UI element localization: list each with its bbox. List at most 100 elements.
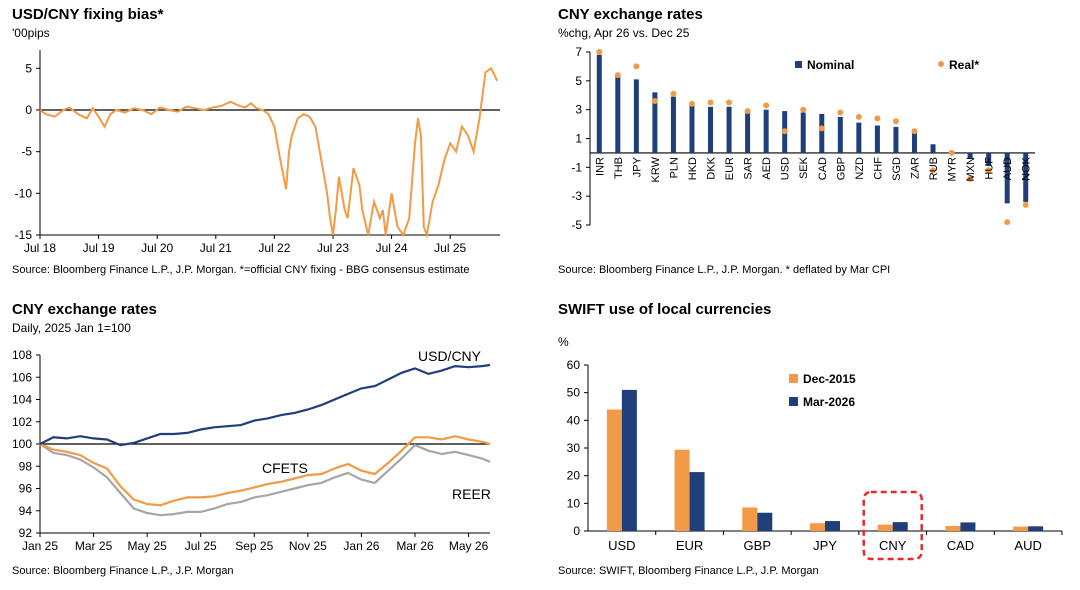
y-tick-label: 94 [19, 504, 33, 518]
usdcny-annotation: USD/CNY [418, 348, 482, 364]
legend-dec2015-swatch [789, 374, 798, 383]
dec2015-bar [742, 507, 758, 531]
dec2015-bar [1013, 526, 1029, 531]
chart-title: SWIFT use of local currencies [558, 301, 772, 318]
x-tick-label: Jan 26 [343, 539, 379, 553]
y-tick-label: 0 [573, 524, 580, 538]
y-tick-label: 20 [567, 469, 581, 483]
y-tick-label: 10 [567, 496, 581, 510]
real-dot [726, 99, 733, 106]
mar2026-bar [960, 522, 976, 531]
chart-source: Source: Bloomberg Finance L.P., J.P. Mor… [12, 264, 470, 276]
real-dot [651, 98, 658, 105]
y-tick-label: 100 [12, 437, 32, 451]
real-dot [781, 128, 788, 135]
cfets-line [39, 435, 491, 507]
chart-source: Source: SWIFT, Bloomberg Finance L.P., J… [558, 565, 819, 577]
x-tick-label: Jul 25 [185, 539, 217, 553]
reer-annotation: REER [452, 486, 491, 502]
y-tick-label: 3 [575, 103, 582, 117]
nominal-bar [874, 125, 880, 153]
y-tick-label: 108 [12, 348, 32, 362]
real-dot [1004, 219, 1011, 226]
x-tick-label: Jul 22 [258, 241, 290, 255]
category-label: AUD [1002, 157, 1014, 180]
real-dot [744, 108, 751, 115]
category-label: AED [761, 157, 773, 180]
category-label: NZD [854, 157, 866, 180]
y-tick-label: 5 [25, 61, 32, 75]
y-tick-label: -15 [15, 228, 33, 242]
real-dot [874, 115, 881, 122]
real-dot [670, 90, 677, 97]
nominal-bar [986, 152, 992, 166]
real-dot [1022, 201, 1029, 208]
nominal-bar [652, 92, 658, 153]
nominal-bar [1004, 152, 1010, 204]
nominal-bar [615, 76, 621, 153]
chart-source: Source: Bloomberg Finance L.P., J.P. Mor… [558, 264, 891, 276]
x-tick-label: Sep 25 [235, 539, 273, 553]
legend-dec2015-label: Dec-2015 [803, 372, 856, 386]
y-tick-label: 106 [12, 370, 32, 384]
category-label: JPY [813, 538, 837, 553]
mar2026-bar [1028, 526, 1044, 531]
legend-mar2026-swatch [789, 397, 798, 406]
nominal-bar [708, 106, 714, 153]
dec2015-bar [810, 523, 825, 531]
x-tick-label: Mar 25 [75, 539, 113, 553]
category-label: AUD [1014, 538, 1041, 553]
fixing-bias-line [39, 66, 499, 239]
y-tick-label: -5 [21, 145, 32, 159]
y-tick-label: 30 [567, 441, 581, 455]
category-label: USD [780, 157, 792, 180]
category-label: CHF [872, 157, 884, 180]
x-tick-label: Mar 26 [396, 539, 434, 553]
y-tick-label: 40 [567, 413, 581, 427]
y-tick-label: 0 [25, 103, 32, 117]
legend-nominal-label: Nominal [807, 58, 854, 72]
category-label: CNY [879, 538, 907, 553]
mar2026-bar [621, 389, 637, 531]
category-label: USD [608, 538, 635, 553]
nominal-bar [633, 79, 639, 153]
category-label: NOK [1021, 156, 1033, 181]
nominal-bar [893, 126, 899, 153]
x-tick-label: Nov 25 [289, 539, 327, 553]
mar2026-bar [825, 521, 840, 531]
cny-index-chart-panel: CNY exchange rates Daily, 2025 Jan 1=100… [0, 295, 540, 590]
y-tick-label: 50 [567, 386, 581, 400]
mar2026-bar [689, 472, 705, 531]
category-label: CAD [947, 538, 974, 553]
category-label: KRW [650, 156, 662, 182]
nominal-bar [967, 152, 973, 159]
category-label: DKK [706, 156, 718, 179]
y-tick-label: 96 [19, 482, 33, 496]
x-tick-label: Jul 23 [317, 241, 349, 255]
swift-plot: 60 50 40 30 20 10 0 USD EUR GBP JPY CNY CAD AUD Dec-20… [567, 358, 1063, 561]
nominal-bar [930, 144, 936, 153]
real-dot [967, 175, 974, 182]
chart-subtitle: % [558, 335, 569, 349]
real-dot [707, 99, 714, 106]
chart-subtitle: '00pips [12, 26, 50, 40]
real-dot [800, 106, 807, 113]
real-dot [855, 113, 862, 120]
real-dot [985, 167, 992, 174]
y-tick-label: 60 [567, 358, 581, 372]
x-tick-label: May 26 [449, 539, 489, 553]
category-label: THB [613, 157, 625, 179]
mar2026-bar [757, 512, 773, 531]
category-label: MXN [965, 157, 977, 182]
x-tick-label: May 25 [127, 539, 167, 553]
x-tick-label: Jul 18 [24, 241, 56, 255]
x-tick-label: Jul 19 [83, 241, 115, 255]
category-label: HUF [984, 157, 996, 180]
nominal-bar [596, 54, 602, 153]
y-tick-label: -1 [571, 160, 582, 174]
real-dot [688, 100, 695, 107]
x-tick-label: Jul 21 [200, 241, 232, 255]
fixing-bias-chart-panel: USD/CNY fixing bias* '00pips 5 0 -5 -10 -15 J… [0, 0, 540, 295]
dec2015-bar [877, 524, 893, 531]
x-tick-label: Jul 25 [434, 241, 466, 255]
